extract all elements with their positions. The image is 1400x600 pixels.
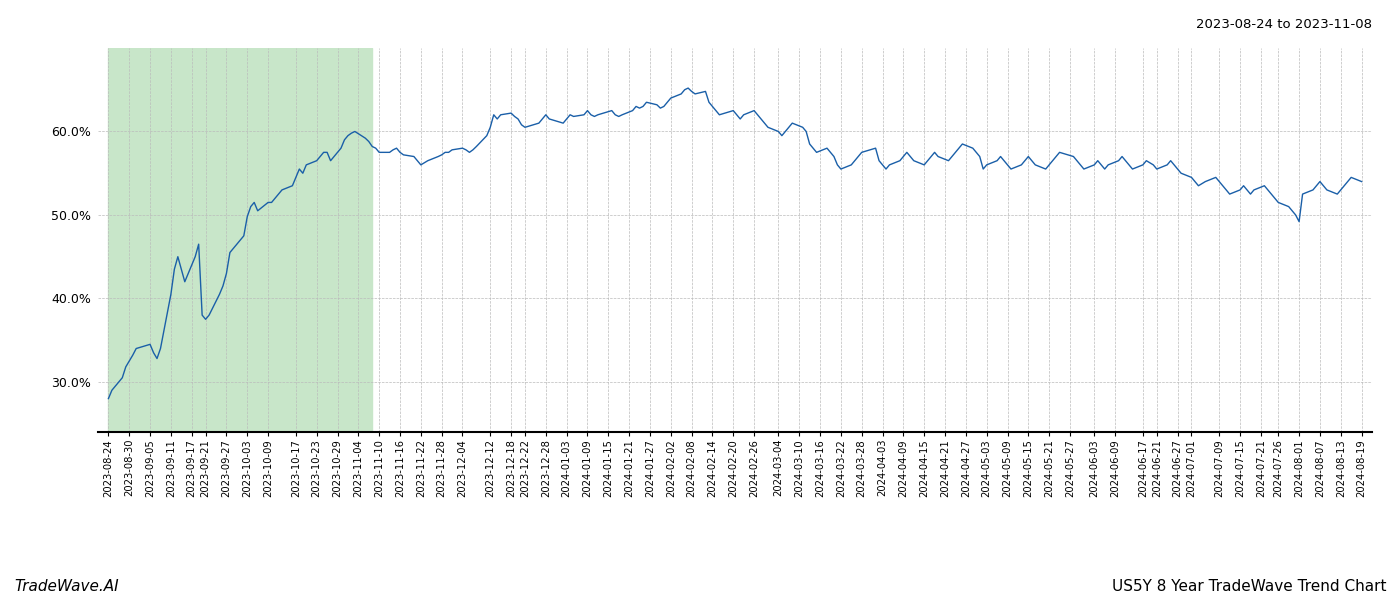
Bar [108, 48, 372, 432]
Text: TradeWave.AI: TradeWave.AI [14, 579, 119, 594]
Text: US5Y 8 Year TradeWave Trend Chart: US5Y 8 Year TradeWave Trend Chart [1112, 579, 1386, 594]
Text: 2023-08-24 to 2023-11-08: 2023-08-24 to 2023-11-08 [1196, 18, 1372, 31]
